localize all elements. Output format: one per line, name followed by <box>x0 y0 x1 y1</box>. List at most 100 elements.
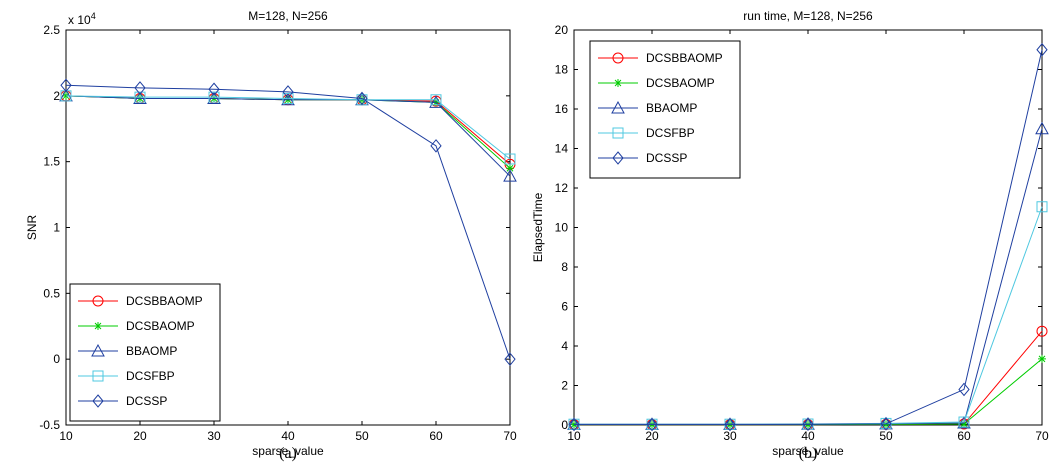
series-line <box>574 49 1043 425</box>
data-point-marker <box>60 78 72 93</box>
x-axis-title: sparse_value <box>772 444 844 458</box>
data-point-marker <box>568 417 580 432</box>
y-tick-label: 2.5 <box>43 23 60 37</box>
data-point-marker <box>282 85 294 99</box>
data-point-marker <box>430 139 442 153</box>
chart-title: M=128, N=256 <box>248 9 328 23</box>
y-tick-label: 20 <box>555 23 569 37</box>
y-tick-label: 2 <box>53 89 60 103</box>
data-point-marker <box>882 420 890 429</box>
legend-label: BBAOMP <box>126 344 177 358</box>
data-point-marker <box>282 92 294 104</box>
y-axis-title: ElapsedTime <box>531 192 545 262</box>
data-point-marker <box>133 91 147 104</box>
legend-swatch-marker <box>612 52 624 64</box>
y-tick-label: 0 <box>561 418 568 432</box>
data-point-marker <box>503 169 517 182</box>
legend-label: DCSFBP <box>646 126 695 140</box>
x-tick-label: 50 <box>355 429 369 443</box>
y-tick-label: 0 <box>53 352 60 366</box>
series-line <box>65 95 511 177</box>
data-point-marker <box>1036 201 1048 213</box>
data-point-marker <box>960 420 968 429</box>
y-tick-label: 1.5 <box>43 155 60 169</box>
y-tick-label: 14 <box>555 142 569 156</box>
y-axis-multiplier: x 104 <box>68 11 96 27</box>
data-point-marker <box>208 82 220 97</box>
data-point-marker <box>1038 354 1046 363</box>
y-tick-label: 8 <box>561 260 568 274</box>
legend-label: DCSBBAOMP <box>126 294 203 308</box>
legend-swatch-marker <box>91 343 105 357</box>
data-point-marker <box>802 417 814 431</box>
x-axis-title: sparse_value <box>252 444 324 458</box>
chart-panel-a: 10 20 30 40 50 60 70 -0.5 0 0.5 1 1.5 2 2.5 x 104 M=128… <box>25 9 517 462</box>
series-dcssp <box>568 42 1048 432</box>
legend-label: DCSBAOMP <box>646 76 715 90</box>
y-tick-label: 16 <box>555 102 569 116</box>
y-axis-title: SNR <box>25 215 39 241</box>
data-point-marker <box>646 417 658 432</box>
data-point-marker <box>208 91 220 103</box>
y-tick-label: 2 <box>561 379 568 393</box>
x-tick-label: 30 <box>207 429 221 443</box>
panel-caption: (a) <box>279 445 297 462</box>
legend-label: BBAOMP <box>646 101 697 115</box>
x-tick-label: 30 <box>723 429 737 443</box>
data-point-marker <box>504 153 516 165</box>
x-tick-label: 60 <box>957 429 971 443</box>
data-point-marker <box>506 164 514 173</box>
legend-label: DCSBAOMP <box>126 319 195 333</box>
x-tick-label: 20 <box>133 429 147 443</box>
legend-swatch-marker <box>612 127 624 139</box>
legend-swatch-marker <box>94 322 102 330</box>
x-tick-label: 10 <box>567 429 581 443</box>
x-tick-label: 40 <box>281 429 295 443</box>
x-tick-label: 50 <box>879 429 893 443</box>
data-point-marker <box>207 91 221 104</box>
y-tick-label: 1 <box>53 221 60 235</box>
legend-label: DCSFBP <box>126 369 175 383</box>
chart-title: run time, M=128, N=256 <box>743 9 873 23</box>
legend-label: DCSSP <box>646 151 687 165</box>
data-point-marker <box>724 417 736 432</box>
x-tick-label: 70 <box>503 429 517 443</box>
y-tick-label: 12 <box>555 181 569 195</box>
legend-swatch-marker <box>92 394 104 408</box>
data-point-marker <box>1036 42 1048 57</box>
legend-swatch-marker <box>611 100 625 114</box>
data-point-marker <box>134 81 146 95</box>
y-tick-label: -0.5 <box>39 418 60 432</box>
panel-caption: (b) <box>799 445 818 462</box>
data-point-marker <box>958 382 970 397</box>
legend: DCSBBAOMP DCSBAOMP BBAOMP DCSFBP DCSSP <box>69 283 221 422</box>
legend-label: DCSBBAOMP <box>646 51 723 65</box>
data-point-marker <box>281 92 295 106</box>
data-point-marker <box>1036 325 1048 337</box>
x-tick-label: 20 <box>645 429 659 443</box>
data-point-marker <box>62 91 70 100</box>
y-tick-label: 18 <box>555 63 569 77</box>
x-tick-label: 70 <box>1035 429 1049 443</box>
data-point-marker <box>504 352 516 366</box>
legend-swatch-marker <box>614 79 622 87</box>
data-point-marker <box>1035 121 1049 135</box>
x-tick-label: 10 <box>59 429 73 443</box>
data-point-marker <box>134 91 146 103</box>
data-point-marker <box>356 91 368 106</box>
legend-swatch-marker <box>92 370 104 382</box>
y-tick-label: 0.5 <box>43 286 60 300</box>
data-point-marker <box>958 416 970 428</box>
data-point-marker <box>880 417 892 431</box>
data-point-marker <box>430 94 442 106</box>
y-tick-label: 4 <box>561 339 568 353</box>
legend: DCSBBAOMP DCSBAOMP BBAOMP DCSFBP DCSSP <box>589 40 741 179</box>
legend-swatch-marker <box>612 151 624 165</box>
x-tick-label: 60 <box>429 429 443 443</box>
series-dcssp <box>60 78 516 366</box>
legend-label: DCSSP <box>126 394 167 408</box>
legend-swatch-marker <box>92 295 104 307</box>
series-line <box>65 84 511 360</box>
y-tick-label: 6 <box>561 300 568 314</box>
